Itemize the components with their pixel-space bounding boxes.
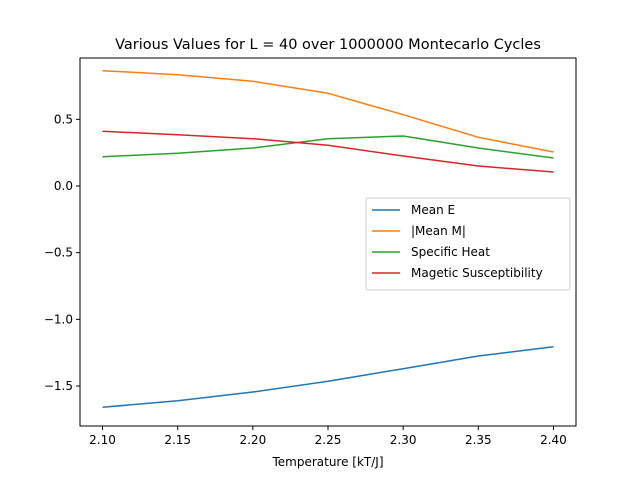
y-tick-label: −0.5 <box>44 246 73 260</box>
legend-box <box>365 197 571 291</box>
x-tick-label: 2.10 <box>89 433 116 447</box>
series-line-1 <box>102 69 554 153</box>
legend-label: Specific Heat <box>411 245 490 259</box>
y-tick-label: 0.0 <box>54 179 73 193</box>
y-tick-label: −1.0 <box>44 312 73 326</box>
x-tick-label: 2.30 <box>390 433 417 447</box>
y-axis: −1.5 −1.0 −0.5 0.0 0.5 <box>44 112 80 393</box>
legend-label: Magetic Susceptibility <box>411 266 543 280</box>
y-tick-label: 0.5 <box>54 112 73 126</box>
series-line-3 <box>102 130 554 173</box>
legend: Mean E |Mean M| Specific Heat Magetic Susce… <box>365 197 571 291</box>
x-tick-label: 2.15 <box>164 433 191 447</box>
x-tick-label: 2.40 <box>540 433 567 447</box>
x-tick-label: 2.25 <box>315 433 342 447</box>
series-line-0 <box>102 345 554 409</box>
series-line-2 <box>102 135 554 159</box>
y-tick-label: −1.5 <box>44 379 73 393</box>
chart-title: Various Values for L = 40 over 1000000 M… <box>115 37 541 53</box>
x-tick-label: 2.20 <box>239 433 266 447</box>
x-axis-label: Temperature [kT/J] <box>271 455 383 469</box>
x-axis: 2.10 2.15 2.20 2.25 2.30 2.35 2.40 <box>89 426 567 447</box>
series-layer <box>102 69 554 409</box>
x-tick-label: 2.35 <box>465 433 492 447</box>
legend-label: |Mean M| <box>411 224 466 238</box>
legend-label: Mean E <box>411 203 455 217</box>
